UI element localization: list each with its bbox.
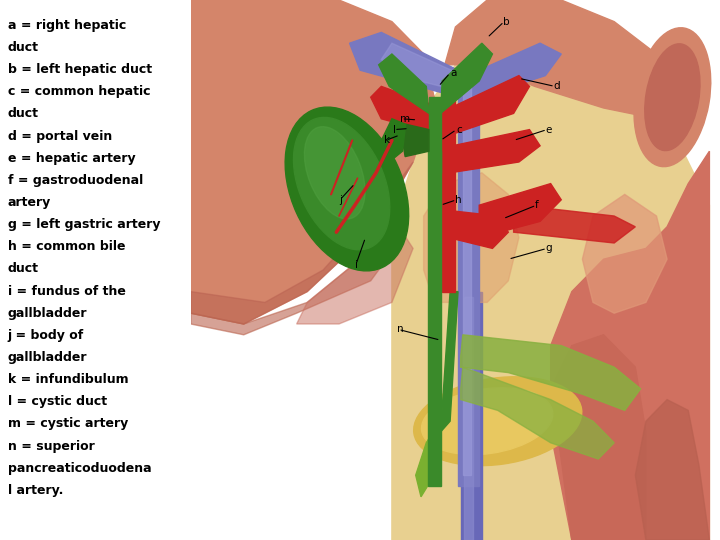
Polygon shape <box>461 335 641 410</box>
Text: k: k <box>384 136 391 145</box>
Polygon shape <box>480 184 562 238</box>
Text: g = left gastric artery: g = left gastric artery <box>8 218 160 231</box>
Text: m = cystic artery: m = cystic artery <box>8 417 128 430</box>
Polygon shape <box>513 205 635 243</box>
Text: n: n <box>397 325 404 334</box>
Polygon shape <box>191 162 413 324</box>
Polygon shape <box>441 97 456 292</box>
Polygon shape <box>392 27 709 540</box>
Ellipse shape <box>634 28 711 167</box>
Ellipse shape <box>421 388 553 455</box>
Polygon shape <box>191 0 434 324</box>
Polygon shape <box>582 194 667 313</box>
Polygon shape <box>551 151 709 540</box>
Ellipse shape <box>305 126 365 219</box>
Text: b = left hepatic duct: b = left hepatic duct <box>8 63 152 76</box>
Ellipse shape <box>414 377 582 465</box>
Polygon shape <box>449 211 508 248</box>
Polygon shape <box>458 76 480 486</box>
Polygon shape <box>429 97 441 173</box>
Text: pancreaticoduodena: pancreaticoduodena <box>8 462 151 475</box>
Text: duct: duct <box>8 107 39 120</box>
Text: a: a <box>450 68 456 78</box>
Ellipse shape <box>285 107 409 271</box>
Text: l artery.: l artery. <box>8 484 63 497</box>
Ellipse shape <box>294 117 390 250</box>
Polygon shape <box>191 216 402 335</box>
Text: gallbladder: gallbladder <box>8 307 87 320</box>
Polygon shape <box>297 216 413 324</box>
Text: j: j <box>339 195 342 205</box>
Polygon shape <box>382 119 405 162</box>
Text: duct: duct <box>8 262 39 275</box>
Text: k = infundibulum: k = infundibulum <box>8 373 128 386</box>
Text: d: d <box>553 82 560 91</box>
Polygon shape <box>350 32 458 97</box>
Text: f: f <box>535 200 539 210</box>
Polygon shape <box>379 54 429 113</box>
Polygon shape <box>464 297 473 540</box>
Polygon shape <box>441 43 492 113</box>
Text: l: l <box>393 125 396 134</box>
Polygon shape <box>402 124 429 157</box>
Text: artery: artery <box>8 196 51 209</box>
Text: h: h <box>456 195 462 205</box>
Text: c = common hepatic: c = common hepatic <box>8 85 150 98</box>
Polygon shape <box>382 43 464 92</box>
Text: gallbladder: gallbladder <box>8 351 87 364</box>
Text: m: m <box>400 114 410 124</box>
Polygon shape <box>415 421 441 497</box>
Text: h = common bile: h = common bile <box>8 240 125 253</box>
Text: a = right hepatic: a = right hepatic <box>8 19 126 32</box>
Polygon shape <box>461 292 482 540</box>
Polygon shape <box>445 0 678 119</box>
Text: e: e <box>545 125 552 134</box>
Text: e = hepatic artery: e = hepatic artery <box>8 152 135 165</box>
Polygon shape <box>428 151 441 486</box>
Polygon shape <box>480 43 562 97</box>
Polygon shape <box>450 130 540 173</box>
Text: duct: duct <box>8 41 39 54</box>
Text: j = body of: j = body of <box>8 329 84 342</box>
Polygon shape <box>551 335 646 540</box>
Text: i = fundus of the: i = fundus of the <box>8 285 125 298</box>
Polygon shape <box>461 367 614 459</box>
Ellipse shape <box>644 44 700 151</box>
Text: i: i <box>355 260 358 269</box>
Polygon shape <box>464 81 472 475</box>
Text: l = cystic duct: l = cystic duct <box>8 395 107 408</box>
Text: f = gastroduodenal: f = gastroduodenal <box>8 174 143 187</box>
Text: b: b <box>503 17 510 26</box>
Polygon shape <box>441 292 458 432</box>
Text: n = superior: n = superior <box>8 440 94 453</box>
Polygon shape <box>423 173 519 302</box>
Polygon shape <box>371 86 441 135</box>
Text: d = portal vein: d = portal vein <box>8 130 112 143</box>
Polygon shape <box>635 400 709 540</box>
Polygon shape <box>450 76 529 135</box>
Text: c: c <box>456 125 462 134</box>
Text: g: g <box>545 244 552 253</box>
